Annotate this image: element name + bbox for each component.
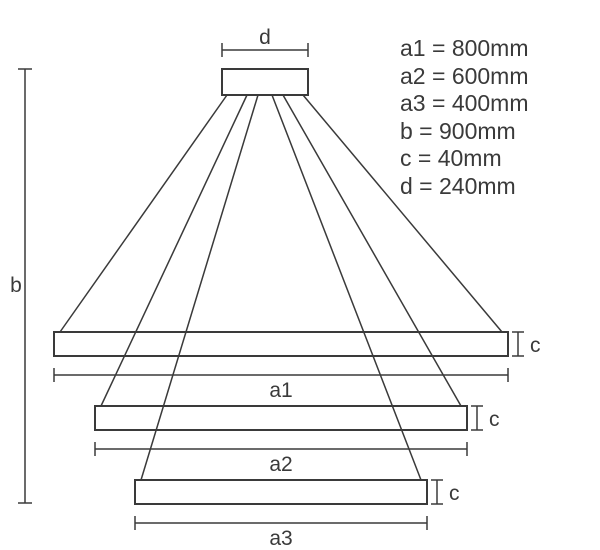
- spec-a2: a2 = 600mm: [400, 63, 529, 91]
- label-a1: a1: [269, 379, 292, 402]
- ring-a3: [135, 480, 427, 504]
- label-c1: c: [530, 334, 541, 357]
- dimension-spec-list: a1 = 800mm a2 = 600mm a3 = 400mm b = 900…: [400, 35, 529, 201]
- label-d: d: [259, 26, 271, 49]
- cable: [101, 95, 247, 406]
- cable: [141, 95, 258, 480]
- label-b: b: [10, 274, 22, 297]
- label-c3: c: [449, 482, 460, 505]
- cable: [272, 95, 421, 480]
- spec-key: a1: [400, 35, 426, 61]
- spec-val: 900mm: [439, 118, 516, 144]
- label-a2: a2: [269, 453, 292, 476]
- cable: [60, 95, 227, 332]
- spec-a3: a3 = 400mm: [400, 90, 529, 118]
- spec-val: 400mm: [452, 90, 529, 116]
- spec-key: a3: [400, 90, 426, 116]
- ring-a2: [95, 406, 467, 430]
- spec-key: a2: [400, 63, 426, 89]
- ring-a1: [54, 332, 508, 356]
- spec-val: 600mm: [452, 63, 529, 89]
- bracket-c1: [512, 332, 524, 356]
- spec-key: b: [400, 118, 413, 144]
- spec-val: 240mm: [439, 173, 516, 199]
- spec-d: d = 240mm: [400, 173, 529, 201]
- bracket-c3: [431, 480, 443, 504]
- canopy-box: [222, 69, 308, 95]
- label-c2: c: [489, 408, 500, 431]
- spec-key: d: [400, 173, 413, 199]
- spec-b: b = 900mm: [400, 118, 529, 146]
- spec-c: c = 40mm: [400, 145, 529, 173]
- diagram-page: d b a1 a2 a3 c c c a1 = 800mm a2 = 600mm…: [0, 0, 600, 550]
- bracket-c2: [471, 406, 483, 430]
- spec-key: c: [400, 145, 412, 171]
- spec-val: 800mm: [452, 35, 529, 61]
- spec-val: 40mm: [438, 145, 502, 171]
- spec-a1: a1 = 800mm: [400, 35, 529, 63]
- label-a3: a3: [269, 527, 292, 550]
